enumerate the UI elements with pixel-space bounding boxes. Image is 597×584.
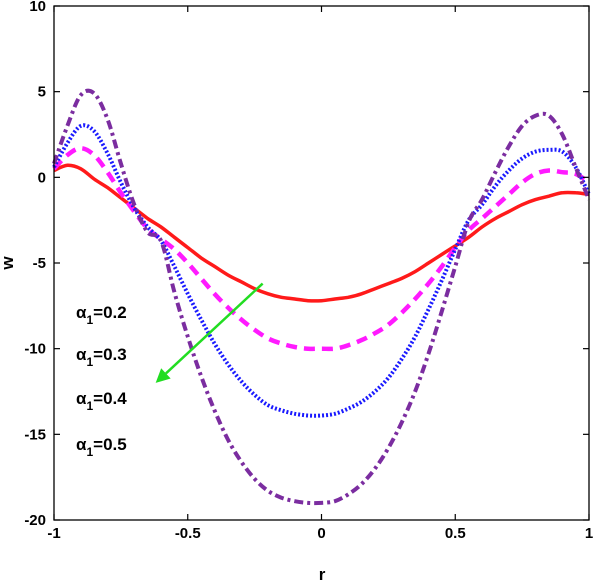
x-tick-label: 1 bbox=[585, 525, 593, 542]
y-axis-label: w bbox=[0, 256, 17, 271]
x-axis-label: r bbox=[319, 565, 326, 584]
axis-ticks: -1 -0.5 0 0.5 1 10 5 0 -5 -10 -15 -20 bbox=[24, 0, 593, 542]
y-tick-label: 0 bbox=[38, 169, 46, 186]
x-tick-label: 0.5 bbox=[445, 525, 466, 542]
x-tick-label: -0.5 bbox=[175, 525, 201, 542]
alpha-label: α1=0.4 bbox=[76, 389, 127, 413]
arrow-shaft bbox=[165, 282, 264, 375]
alpha-label: α1=0.3 bbox=[76, 345, 127, 369]
x-tick-label: 0 bbox=[317, 525, 325, 542]
series-line-3 bbox=[52, 123, 591, 418]
series-line-4 bbox=[52, 88, 591, 506]
series-line-1 bbox=[53, 163, 590, 303]
arrow-head bbox=[155, 368, 171, 383]
annotation-group: α1=0.2 α1=0.3 α1=0.4 α1=0.5 bbox=[76, 303, 127, 459]
series-group bbox=[52, 88, 591, 506]
alpha-label: α1=0.2 bbox=[76, 303, 127, 327]
y-tick-label: 10 bbox=[29, 0, 46, 15]
y-tick-label: 5 bbox=[38, 84, 46, 101]
y-tick-label: -5 bbox=[33, 255, 46, 272]
y-tick-label: -20 bbox=[24, 512, 46, 529]
y-tick-label: -10 bbox=[24, 341, 46, 358]
y-tick-label: -15 bbox=[24, 426, 46, 443]
alpha-label: α1=0.5 bbox=[76, 435, 127, 459]
plot-frame bbox=[53, 5, 590, 521]
series-line-2 bbox=[52, 145, 591, 352]
x-tick-label: -1 bbox=[47, 525, 60, 542]
trend-arrow bbox=[155, 282, 264, 383]
